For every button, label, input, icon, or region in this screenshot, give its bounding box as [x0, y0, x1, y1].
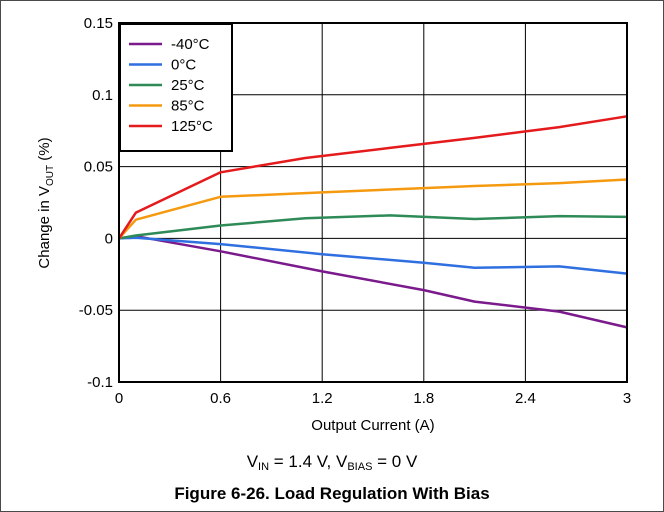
y-axis-label-sub: OUT — [45, 165, 56, 186]
vbias-label: V — [336, 452, 348, 471]
x-axis-label: Output Current (A) — [311, 417, 434, 434]
x-tick-label: 1.2 — [312, 390, 333, 407]
y-tick-label: 0.1 — [92, 87, 113, 104]
legend-label: 25°C — [171, 77, 205, 94]
y-tick-labels: -0.1 -0.05 0 0.05 0.1 0.15 — [79, 15, 113, 391]
y-tick-label: 0.05 — [84, 159, 113, 176]
legend-label: 85°C — [171, 98, 205, 115]
legend-label: 0°C — [171, 57, 196, 74]
line-chart: -0.1 -0.05 0 0.05 0.1 0.15 0 0.6 1.2 1.8 2.4 3 Out… — [36, 15, 631, 434]
legend-label: 125°C — [171, 118, 213, 135]
x-tick-label: 0 — [115, 390, 123, 407]
x-tick-label: 3 — [623, 390, 631, 407]
legend: -40°C 0°C 25°C 85°C 125°C — [119, 23, 233, 152]
x-tick-label: 0.6 — [210, 390, 231, 407]
x-tick-label: 2.4 — [515, 390, 536, 407]
vin-label: V — [246, 452, 259, 471]
legend-label: -40°C — [171, 36, 210, 53]
y-axis-label: Change in VOUT (%) — [36, 137, 56, 268]
y-tick-label: -0.05 — [79, 302, 113, 319]
test-conditions: VIN = 1.4 V, VBIAS = 0 V — [0, 452, 664, 473]
y-tick-label: 0.15 — [84, 15, 113, 32]
x-tick-label: 1.8 — [413, 390, 434, 407]
figure-title: Figure 6-26. Load Regulation With Bias — [174, 484, 490, 503]
vin-subscript: IN — [258, 461, 270, 473]
series-line — [118, 214, 628, 240]
y-axis-label-main: Change in V — [36, 186, 53, 269]
series-lines — [117, 115, 628, 329]
x-tick-labels: 0 0.6 1.2 1.8 2.4 3 — [115, 390, 631, 407]
series-line — [118, 236, 628, 275]
vin-value: = 1.4 V, — [269, 452, 336, 471]
plot-border — [118, 22, 628, 383]
series-line — [118, 178, 628, 240]
vbias-value: = 0 V — [372, 452, 418, 471]
y-axis-label-unit: (%) — [36, 137, 53, 165]
series-line — [117, 115, 628, 240]
vbias-subscript: BIAS — [347, 461, 373, 473]
y-tick-label: 0 — [105, 230, 113, 247]
y-tick-label: -0.1 — [87, 374, 113, 391]
